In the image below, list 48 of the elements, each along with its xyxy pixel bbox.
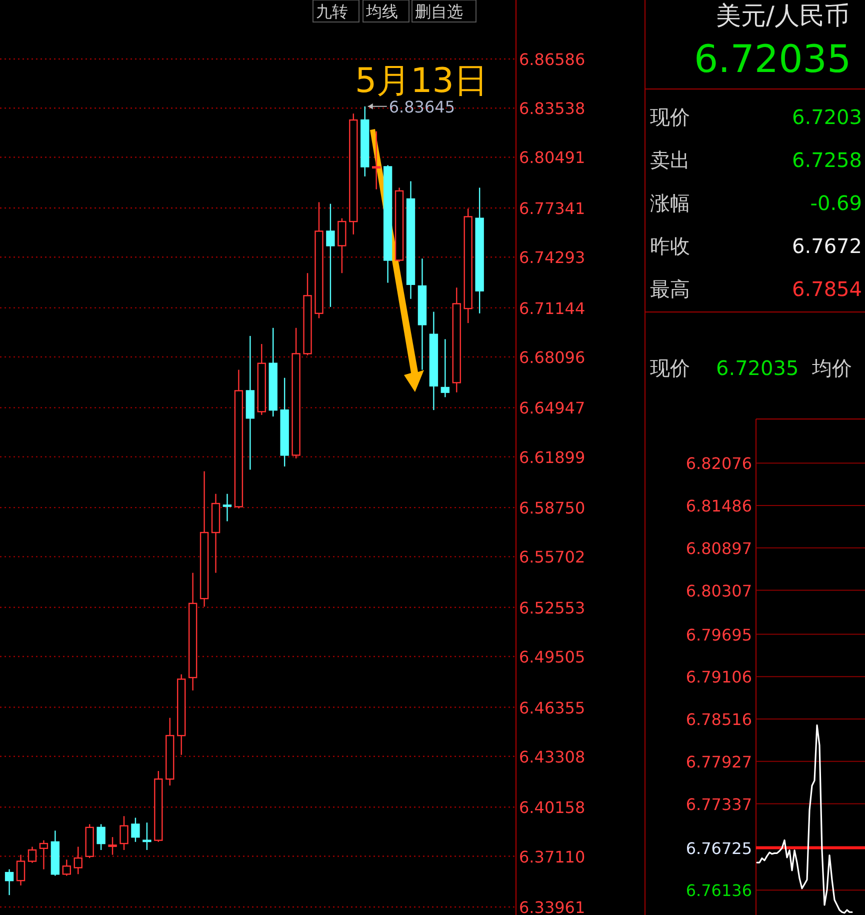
y-tick-label: 6.77927: [686, 752, 752, 772]
line-series: [756, 724, 853, 914]
y-tick-label: 6.76136: [686, 881, 752, 900]
text: -0.69: [810, 191, 862, 215]
text: 6.72035: [694, 37, 852, 81]
y-tick-label: 6.40158: [519, 798, 586, 818]
y-tick-label: 6.80897: [686, 538, 752, 558]
y-tick-label: 6.76725: [686, 838, 752, 858]
chart-subtitle: 6.72035: [716, 356, 799, 380]
text: 均线: [365, 2, 398, 21]
y-tick-label: 6.79106: [686, 668, 752, 687]
chart-title: 现价: [650, 356, 690, 380]
y-tick-label: 6.77341: [519, 198, 586, 218]
y-tick-label: 6.43308: [519, 747, 586, 766]
text: 6.7672: [792, 234, 862, 258]
text: 美元/人民币: [716, 1, 850, 30]
y-tick-label: 6.79695: [686, 625, 752, 644]
text: 九转: [316, 2, 348, 21]
text: 6.7258: [792, 148, 862, 172]
y-tick-label: 6.71144: [519, 298, 586, 318]
y-tick-label: 6.80491: [519, 148, 586, 168]
y-tick-label: 6.52553: [519, 598, 586, 618]
text: 6.7203: [792, 105, 862, 129]
text: 6.7854: [792, 277, 862, 301]
text: 删自选: [415, 2, 463, 21]
y-tick-label: 6.64947: [519, 398, 586, 418]
y-tick-label: 6.80307: [686, 581, 752, 600]
y-tick-label: 6.49505: [519, 648, 586, 667]
y-tick-label: 6.55702: [519, 548, 586, 567]
text: 最高: [650, 277, 690, 301]
y-tick-label: 6.46355: [519, 698, 586, 718]
text: 卖出: [650, 148, 690, 172]
text: 现价: [650, 105, 690, 129]
y-tick-label: 6.37110: [519, 847, 586, 866]
y-tick-label: 6.61899: [519, 448, 586, 467]
y-tick-label: 6.58750: [519, 498, 586, 518]
text: 均价: [811, 356, 852, 380]
y-tick-label: 6.74293: [519, 248, 586, 268]
y-tick-label: 6.81486: [686, 496, 752, 516]
y-tick-label: 6.83538: [519, 99, 586, 118]
y-tick-label: 6.82076: [686, 454, 752, 474]
y-tick-label: 6.78516: [686, 710, 752, 730]
y-tick-label: 6.33961: [519, 898, 586, 915]
y-tick-label: 6.86586: [519, 50, 586, 69]
text: 昨收: [650, 234, 690, 258]
y-tick-label: 6.68096: [519, 348, 586, 367]
y-tick-label: 6.77337: [686, 794, 752, 814]
text: 涨幅: [650, 191, 690, 215]
